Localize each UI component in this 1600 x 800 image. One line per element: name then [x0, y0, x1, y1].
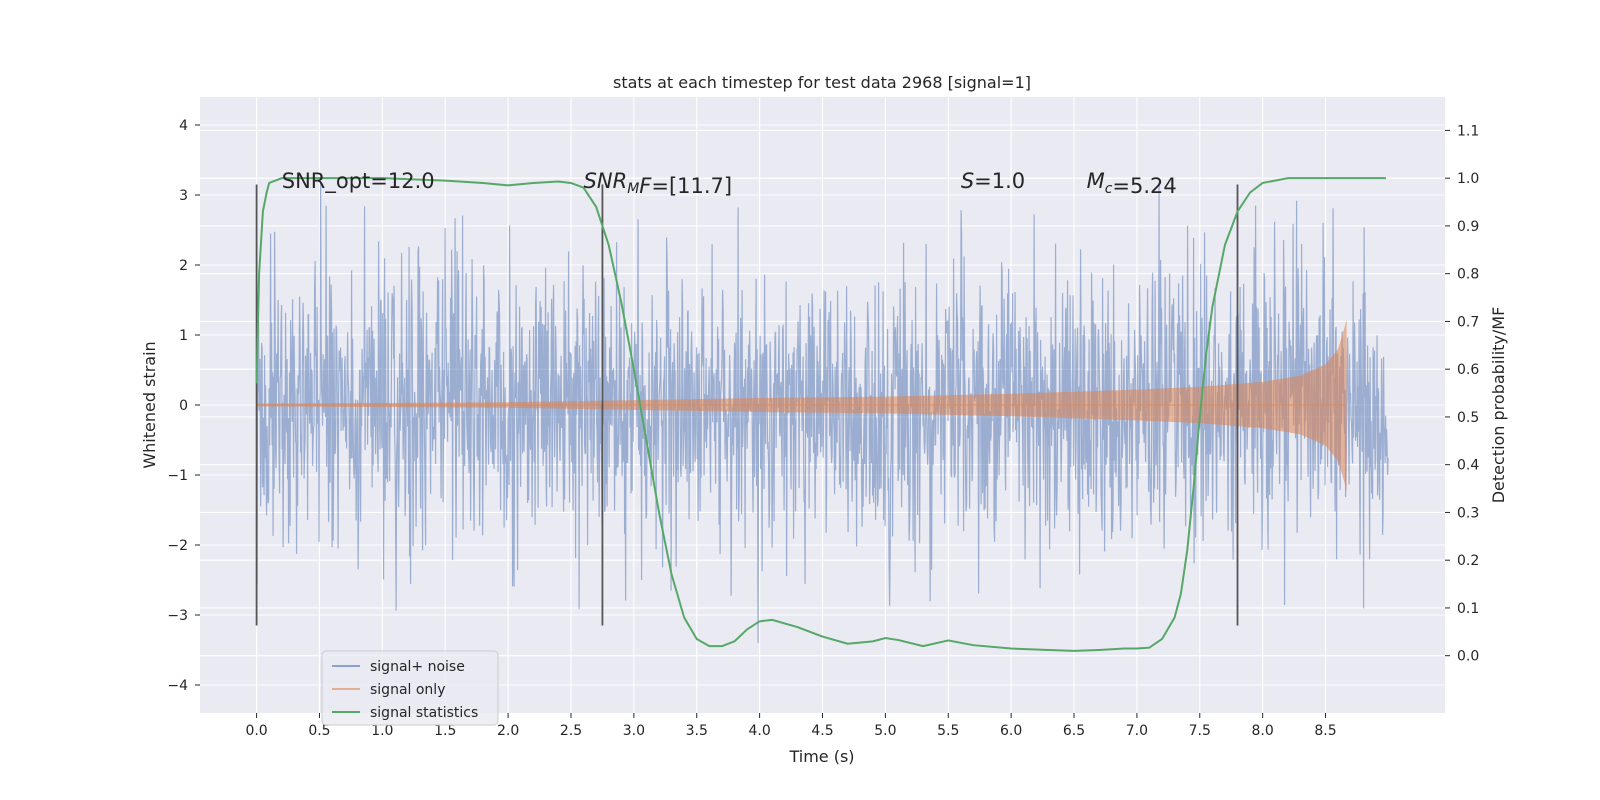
y2-axis-label: Detection probability/MF: [1489, 307, 1508, 504]
annotation-segment: F: [639, 174, 652, 198]
y2-tick-label: 0.7: [1457, 314, 1479, 330]
legend-label: signal+ noise: [370, 659, 465, 675]
x-tick-label: 1.5: [434, 723, 456, 739]
y-tick-label: 3: [179, 188, 188, 204]
x-tick-label: 3.0: [623, 723, 645, 739]
annotation-text: SNRMF=[11.7]: [584, 169, 733, 198]
legend: signal+ noise signal only signal statistic…: [321, 650, 499, 726]
y-tick-label: −4: [167, 678, 188, 694]
y-tick-label: −3: [167, 608, 188, 624]
annotation-segment: SNR: [584, 169, 628, 193]
annotation-segment: M: [627, 181, 639, 197]
x-tick-label: 7.5: [1189, 723, 1211, 739]
y2-tick-label: 0.6: [1457, 362, 1479, 378]
y2-tick-label: 0.0: [1457, 649, 1479, 665]
x-tick-label: 8.0: [1252, 723, 1274, 739]
y-tick-label: 4: [179, 118, 188, 134]
x-tick-label: 0.0: [245, 723, 267, 739]
y2-tick-label: 0.2: [1457, 553, 1479, 569]
legend-label: signal only: [370, 682, 445, 698]
y-tick-label: 1: [179, 328, 188, 344]
x-tick-label: 7.0: [1126, 723, 1148, 739]
y2-tick-label: 0.5: [1457, 410, 1479, 426]
y-axis-label: Whitened strain: [140, 341, 159, 468]
annotation-text: Mc=5.24: [1087, 169, 1177, 198]
y2-tick-label: 0.8: [1457, 267, 1479, 283]
signal-only-series: [256, 318, 1347, 492]
y-ticks: −4 −3 −2 −1 0 1 2 3 4: [167, 118, 200, 694]
signal-statistics-series: [255, 177, 1386, 652]
x-axis-label: Time (s): [788, 747, 854, 766]
x-tick-label: 0.5: [308, 723, 330, 739]
signal-statistics-line: [255, 177, 1386, 652]
y2-tick-label: 1.1: [1457, 123, 1479, 139]
y2-tick-label: 0.3: [1457, 505, 1479, 521]
vertical-markers: [255, 184, 1239, 626]
x-tick-label: 2.0: [497, 723, 519, 739]
chart-title: stats at each timestep for test data 296…: [613, 73, 1031, 92]
y-tick-label: 0: [179, 398, 188, 414]
y2-ticks: 0.0 0.1 0.2 0.3 0.4 0.5 0.6 0.7 0.8 0.9 1.0 1.1: [1445, 123, 1479, 665]
x-ticks: 0.0 0.5 1.0 1.5 2.0 2.5 3.0 3.5 4.0 4.5 5.0 5.5 6.0 6…: [245, 713, 1337, 739]
y-tick-label: −2: [167, 538, 188, 554]
x-tick-label: 1.0: [371, 723, 393, 739]
annotation-text: SNR_opt=12.0: [282, 169, 435, 194]
y-tick-label: −1: [167, 468, 188, 484]
legend-box: [321, 650, 499, 726]
annotation-segment: c: [1105, 181, 1113, 197]
y2-tick-label: 0.9: [1457, 219, 1479, 235]
annotation-segment: S: [961, 169, 974, 193]
y-tick-label: 2: [179, 258, 188, 274]
annotations: SNR_opt=12.0 SNRMF=[11.7] S=1.0 Mc=5.24: [282, 169, 1177, 198]
x-tick-label: 4.0: [748, 723, 770, 739]
x-tick-label: 4.5: [811, 723, 833, 739]
annotation-segment: =5.24: [1112, 174, 1176, 198]
y2-tick-label: 0.1: [1457, 601, 1479, 617]
annotation-text: S=1.0: [961, 169, 1025, 193]
annotation-segment: =1.0: [974, 169, 1025, 193]
annotation-segment: M: [1087, 169, 1105, 193]
y2-tick-label: 0.4: [1457, 458, 1479, 474]
legend-label: signal statistics: [370, 705, 478, 721]
x-tick-label: 6.5: [1063, 723, 1085, 739]
annotation-segment: =[11.7]: [651, 174, 732, 198]
x-tick-label: 5.5: [937, 723, 959, 739]
x-tick-label: 8.5: [1314, 723, 1336, 739]
y2-tick-label: 1.0: [1457, 171, 1479, 187]
annotation-segment: SNR_opt=12.0: [282, 169, 435, 194]
x-tick-label: 6.0: [1000, 723, 1022, 739]
x-tick-label: 2.5: [560, 723, 582, 739]
x-tick-label: 5.0: [874, 723, 896, 739]
x-tick-label: 3.5: [686, 723, 708, 739]
